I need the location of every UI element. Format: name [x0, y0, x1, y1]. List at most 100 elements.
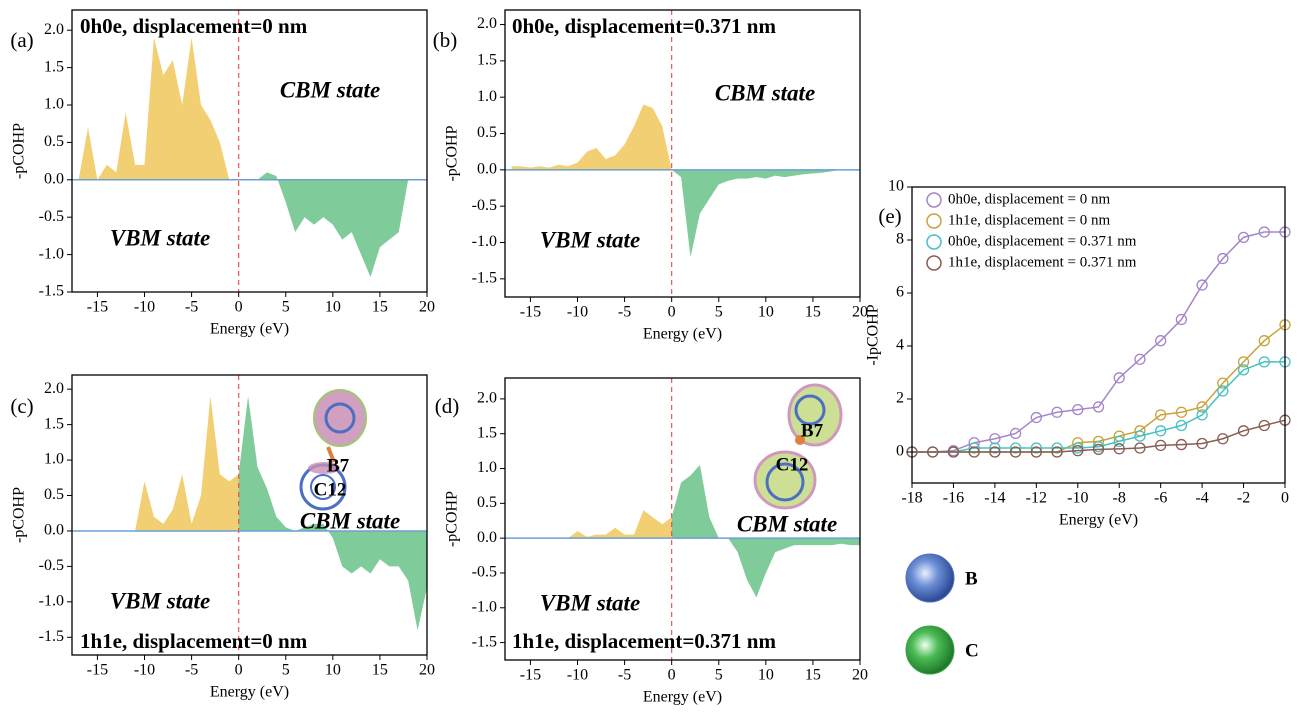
y-axis-label: -pCOHP — [11, 487, 28, 543]
x-tick-label: 15 — [805, 667, 821, 684]
x-axis-label: Energy (eV) — [643, 326, 722, 343]
x-tick-label: -10 — [134, 299, 155, 316]
point — [1217, 377, 1229, 389]
x-tick-label: -5 — [618, 304, 631, 321]
y-tick-label: 1.5 — [477, 52, 497, 69]
y-axis-label: -pCOHP — [11, 123, 28, 179]
x-axis-label: Energy (eV) — [1059, 512, 1138, 529]
state-label: CBM state — [737, 511, 837, 536]
point — [1092, 443, 1105, 455]
y-tick-label: -1.5 — [472, 270, 497, 287]
y-tick-label: -0.5 — [39, 557, 64, 574]
point — [1030, 442, 1042, 454]
point — [1237, 231, 1250, 243]
point — [1175, 313, 1188, 326]
y-tick-label: 1.0 — [44, 451, 64, 468]
point — [1134, 430, 1146, 442]
point — [1009, 427, 1022, 440]
point — [1072, 403, 1084, 416]
plot-frame — [911, 186, 1286, 484]
panel-title: 0h0e, displacement=0 nm — [80, 14, 308, 38]
panel-label: (d) — [435, 394, 460, 418]
y-axis-label: -pCOHP — [444, 491, 461, 547]
point — [1258, 419, 1270, 432]
x-axis-label: Energy (eV) — [643, 689, 722, 706]
plot-frame — [504, 377, 861, 661]
y-tick-label: 10 — [888, 178, 904, 195]
point — [1217, 385, 1229, 397]
point — [1155, 425, 1167, 437]
point — [1155, 335, 1167, 347]
y-tick-label: 1.5 — [44, 415, 64, 432]
x-tick-label: -14 — [984, 490, 1005, 507]
point — [1072, 442, 1084, 454]
molecule-d — [753, 383, 843, 510]
area-above-fermi — [671, 169, 860, 258]
x-tick-label: -5 — [185, 299, 198, 316]
series-line — [912, 324, 1286, 453]
point — [1217, 433, 1229, 445]
atom-label: C12 — [776, 454, 809, 475]
area-below-fermi — [511, 510, 672, 539]
y-axis-label: -pCOHP — [444, 125, 461, 181]
x-tick-label: -5 — [185, 662, 198, 679]
point — [1258, 356, 1270, 368]
point — [1258, 226, 1270, 238]
plot-frame — [71, 374, 428, 656]
y-tick-label: 1.5 — [477, 424, 497, 441]
point — [1134, 442, 1146, 454]
y-tick-label: -1.5 — [39, 283, 64, 300]
x-tick-label: -10 — [1067, 490, 1088, 507]
y-tick-label: 0.0 — [477, 529, 497, 546]
x-tick-label: 20 — [419, 662, 435, 679]
y-tick-label: 0.5 — [44, 133, 64, 150]
point — [1092, 401, 1105, 413]
point — [1072, 445, 1084, 457]
plot-frame — [71, 9, 428, 293]
point — [1092, 441, 1105, 453]
x-tick-label: 5 — [282, 299, 290, 316]
x-tick-label: 0 — [235, 299, 243, 316]
x-tick-label: 15 — [372, 299, 388, 316]
x-tick-label: 10 — [758, 667, 774, 684]
y-tick-label: 6 — [896, 284, 904, 301]
state-label: CBM state — [280, 77, 380, 102]
y-tick-label: -1.5 — [39, 628, 64, 645]
atom-label: B7 — [801, 420, 824, 441]
area-below-fermi — [78, 37, 239, 180]
panel-title: 1h1e, displacement=0 nm — [80, 629, 308, 653]
series-line — [912, 419, 1286, 453]
x-tick-label: -10 — [134, 662, 155, 679]
x-tick-label: 15 — [372, 662, 388, 679]
x-tick-label: -15 — [520, 667, 541, 684]
panel-title: 1h1e, displacement=0.371 nm — [512, 629, 776, 653]
state-label: CBM state — [715, 80, 815, 105]
panel-label: (b) — [433, 28, 458, 52]
y-tick-label: 0.5 — [44, 486, 64, 503]
y-tick-label: 2.0 — [477, 390, 497, 407]
x-tick-label: 5 — [282, 662, 290, 679]
point — [989, 446, 1001, 458]
y-tick-label: -0.5 — [472, 197, 497, 214]
point — [1175, 419, 1188, 432]
y-tick-label: 1.0 — [477, 459, 497, 476]
atom-label: C12 — [314, 479, 347, 500]
point — [989, 433, 1001, 445]
y-tick-label: 0 — [896, 443, 904, 460]
legend-label: 1h1e, displacement = 0.371 nm — [948, 254, 1137, 270]
y-tick-label: 0.0 — [477, 161, 497, 178]
point — [1009, 446, 1022, 458]
x-tick-label: 10 — [325, 299, 341, 316]
point — [1175, 406, 1188, 418]
y-tick-label: 1.0 — [477, 88, 497, 105]
point — [1113, 443, 1125, 455]
x-tick-label: 20 — [852, 667, 868, 684]
x-tick-label: 0 — [668, 304, 676, 321]
y-tick-label: -1.0 — [39, 593, 64, 610]
point — [1113, 435, 1125, 448]
point — [1196, 409, 1208, 421]
point — [1258, 335, 1270, 347]
y-tick-label: -0.5 — [39, 208, 64, 225]
x-tick-label: -10 — [567, 667, 588, 684]
